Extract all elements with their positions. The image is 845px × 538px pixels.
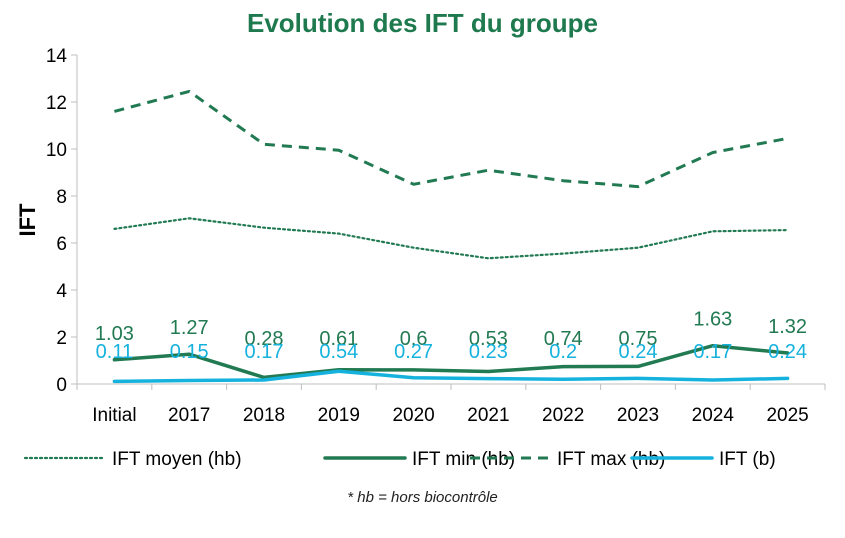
y-tick-label: 12 bbox=[46, 93, 67, 114]
footnote: * hb = hors biocontrôle bbox=[347, 489, 498, 506]
y-tick-label: 0 bbox=[56, 375, 67, 396]
data-label: 1.32 bbox=[768, 316, 807, 338]
x-tick-label: Initial bbox=[92, 405, 136, 426]
x-tick-label: 2017 bbox=[168, 405, 210, 426]
data-labels: 1.03 1.27 0.28 0.61 0.6 0.53 0.74 0.75 1.63 1.32 0… bbox=[95, 309, 807, 363]
data-label: 0.17 bbox=[245, 341, 284, 363]
data-label: 0.6 bbox=[400, 328, 428, 350]
legend-label: IFT max (hb) bbox=[557, 449, 665, 470]
x-tick-label: 2020 bbox=[392, 405, 434, 426]
legend-label: IFT moyen (hb) bbox=[112, 449, 242, 470]
legend-label: IFT (b) bbox=[719, 449, 776, 470]
y-tick-label: 4 bbox=[56, 281, 67, 302]
x-tick-labels: Initial 2017 2018 2019 2020 2021 2022 2023 2024 2… bbox=[92, 405, 809, 426]
data-label: 0.28 bbox=[245, 328, 284, 350]
y-tick-label: 10 bbox=[46, 140, 67, 161]
legend: IFT moyen (hb) IFT min (hb) IFT max (hb) IF… bbox=[23, 449, 776, 470]
y-axis-label: IFT bbox=[15, 203, 40, 237]
series-line-ift-max-hb bbox=[114, 89, 788, 189]
data-label: 0.75 bbox=[619, 328, 658, 350]
legend-label: IFT min (hb) bbox=[412, 449, 515, 470]
series-lines bbox=[112, 89, 790, 384]
x-tick-label: 2023 bbox=[617, 405, 659, 426]
data-label: 1.27 bbox=[170, 317, 209, 339]
data-label: 0.27 bbox=[394, 341, 433, 363]
y-tick-label: 2 bbox=[56, 328, 67, 349]
data-label: 0.61 bbox=[319, 328, 358, 350]
data-label: 0.17 bbox=[693, 341, 732, 363]
series-line-ift-min-hb bbox=[112, 343, 790, 380]
data-label: 1.63 bbox=[693, 309, 732, 331]
x-tick-label: 2021 bbox=[467, 405, 509, 426]
data-label: 0.53 bbox=[469, 328, 508, 350]
x-tick-label: 2022 bbox=[542, 405, 584, 426]
data-label: 0.24 bbox=[768, 341, 807, 363]
data-label: 0.74 bbox=[544, 328, 583, 350]
y-tick-label: 8 bbox=[56, 187, 67, 208]
chart-title: Evolution des IFT du groupe bbox=[247, 8, 598, 38]
series-line-ift-b bbox=[112, 369, 790, 384]
x-tick-label: 2018 bbox=[243, 405, 285, 426]
data-label: 0.23 bbox=[469, 341, 508, 363]
data-label: 0.24 bbox=[619, 341, 658, 363]
series-line-ift-moyen-hb bbox=[113, 217, 789, 260]
data-label: 0.54 bbox=[319, 341, 358, 363]
x-tick-label: 2025 bbox=[766, 405, 808, 426]
data-label: 1.03 bbox=[95, 323, 134, 345]
x-tick-label: 2024 bbox=[692, 405, 735, 426]
data-label: 0.15 bbox=[170, 341, 209, 363]
y-tick-labels: 0 2 4 6 8 10 12 14 bbox=[46, 46, 68, 396]
data-label: 0.11 bbox=[96, 341, 133, 363]
y-tick-label: 14 bbox=[46, 46, 68, 67]
chart-axes bbox=[71, 54, 826, 390]
y-tick-label: 6 bbox=[56, 234, 67, 255]
x-tick-label: 2019 bbox=[318, 405, 360, 426]
data-label: 0.2 bbox=[549, 341, 577, 363]
